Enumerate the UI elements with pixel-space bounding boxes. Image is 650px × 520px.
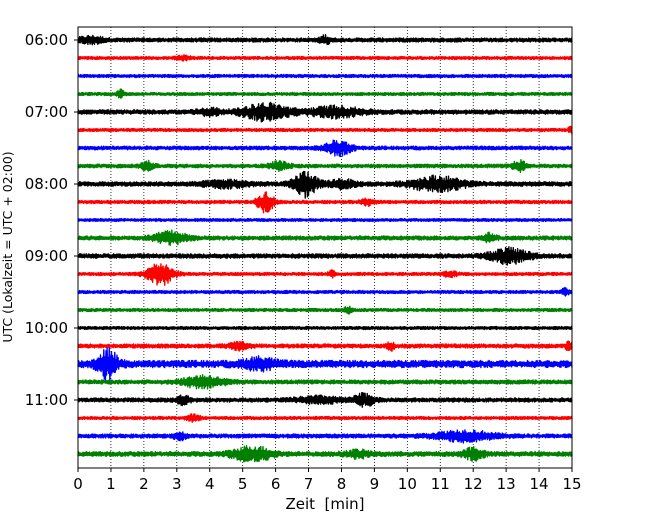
plot-frame	[77, 26, 573, 469]
y-axis-label: UTC (Lokalzeit = UTC + 02:00)	[0, 151, 15, 342]
seismic-trace	[77, 73, 573, 79]
seismic-trace	[77, 340, 573, 352]
y-ticks: 06:00 07:00 08:00 09:00 10:00 11:00	[25, 31, 78, 409]
x-tick-label: 1	[106, 475, 116, 493]
x-tick-label: 6	[271, 475, 281, 493]
traces-layer	[77, 34, 573, 463]
x-tick-label: 7	[304, 475, 314, 493]
seismic-trace	[77, 54, 573, 62]
seismic-trace	[77, 170, 573, 199]
seismic-trace	[77, 217, 573, 223]
seismic-trace	[77, 263, 573, 286]
y-tick-label: 11:00	[25, 391, 68, 409]
x-tick-label: 3	[172, 475, 182, 493]
seismic-trace	[77, 191, 573, 214]
y-tick-label: 10:00	[25, 319, 68, 337]
x-tick-label: 0	[73, 475, 83, 493]
seismic-trace	[77, 374, 573, 390]
seismic-trace	[77, 286, 573, 297]
x-tick-label: 11	[431, 475, 450, 493]
x-tick-label: 12	[464, 475, 483, 493]
seismic-trace	[77, 88, 573, 99]
x-tick-label: 5	[238, 475, 248, 493]
seismic-trace	[77, 125, 573, 135]
seismic-trace	[77, 101, 573, 123]
x-tick-label: 9	[370, 475, 380, 493]
seismic-trace	[77, 347, 573, 382]
seismic-trace	[77, 246, 573, 266]
seismic-trace	[77, 159, 573, 174]
x-tick-label: 10	[398, 475, 417, 493]
seismic-trace	[77, 229, 573, 246]
x-tick-label: 2	[139, 475, 149, 493]
x-tick-label: 14	[530, 475, 549, 493]
seismic-trace	[77, 34, 573, 46]
seismic-trace	[77, 413, 573, 423]
x-ticks: 0 1 2 3 4 5 6 7 8 9 10 11 12 13 14 15	[73, 468, 582, 493]
y-tick-label: 09:00	[25, 247, 68, 265]
y-tick-label: 06:00	[25, 31, 68, 49]
seismic-trace	[77, 445, 573, 463]
x-tick-label: 13	[497, 475, 516, 493]
y-tick-label: 07:00	[25, 103, 68, 121]
y-tick-label: 08:00	[25, 175, 68, 193]
x-axis-label: Zeit [min]	[285, 495, 364, 513]
seismic-trace	[77, 139, 573, 158]
x-tick-label: 8	[337, 475, 347, 493]
seismic-trace	[77, 305, 573, 315]
seismic-trace	[77, 392, 573, 408]
seismic-trace	[77, 325, 573, 331]
x-tick-label: 15	[562, 475, 581, 493]
seismic-trace	[77, 429, 573, 444]
x-tick-label: 4	[205, 475, 215, 493]
